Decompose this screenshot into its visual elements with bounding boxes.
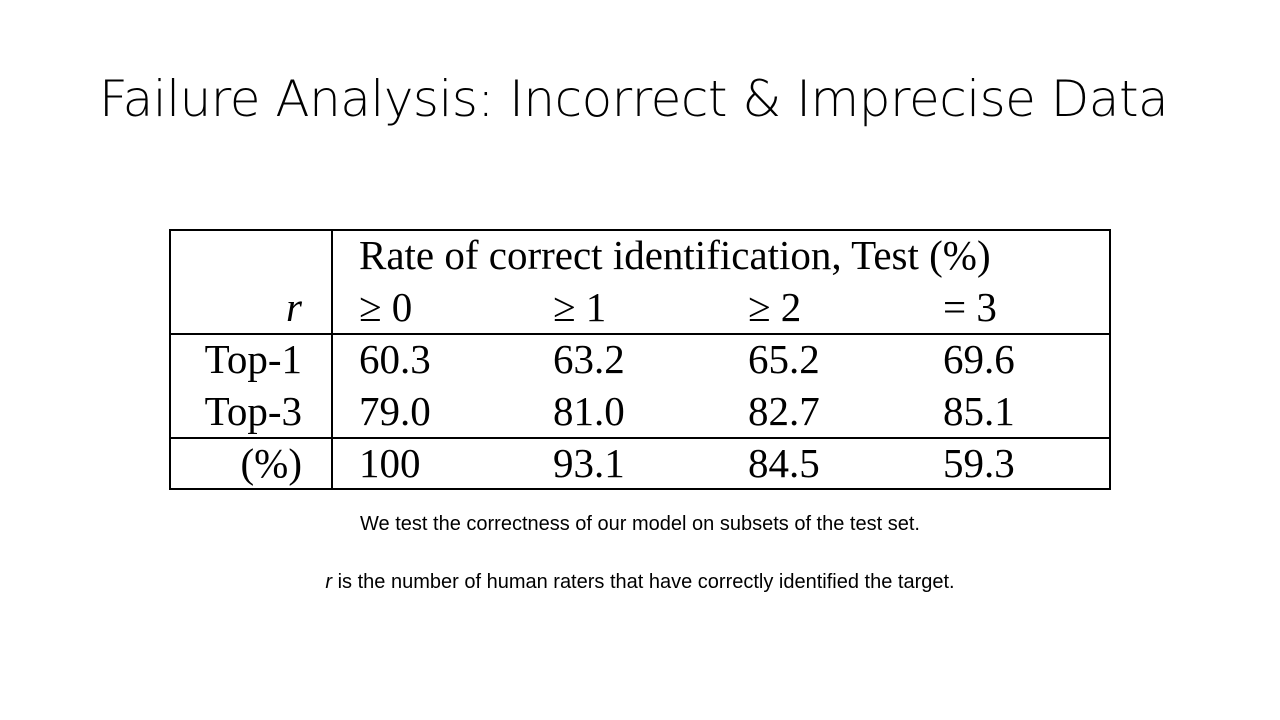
table-header-title: Rate of correct identification, Test (%) xyxy=(359,232,991,278)
table-cell: 59.3 xyxy=(943,440,1015,486)
table-header-rule xyxy=(171,333,1109,335)
table-cell: 65.2 xyxy=(748,336,820,382)
table-cell: 60.3 xyxy=(359,336,431,382)
table-vertical-rule xyxy=(331,231,333,488)
column-header-eq3: = 3 xyxy=(943,284,997,330)
table-cell: 100 xyxy=(359,440,421,486)
row-label-top1: Top-1 xyxy=(204,336,302,382)
table-cell: 93.1 xyxy=(553,440,625,486)
table-cell: 85.1 xyxy=(943,388,1015,434)
table-cell: 84.5 xyxy=(748,440,820,486)
column-header-ge2: ≥ 2 xyxy=(748,284,802,330)
caption-line-2-text: is the number of human raters that have … xyxy=(332,571,955,593)
caption-line-1: We test the correctness of our model on … xyxy=(360,513,920,535)
table-cell: 63.2 xyxy=(553,336,625,382)
table-summary-rule xyxy=(171,437,1109,439)
table-cell: 69.6 xyxy=(943,336,1015,382)
caption-variable-r: r xyxy=(325,571,333,593)
column-header-ge0: ≥ 0 xyxy=(359,284,413,330)
column-header-ge1: ≥ 1 xyxy=(553,284,607,330)
caption-line-2: r is the number of human raters that hav… xyxy=(0,571,1280,594)
row-label-top3: Top-3 xyxy=(204,388,302,434)
table-cell: 82.7 xyxy=(748,388,820,434)
r-label: r xyxy=(286,284,302,330)
table-cell: 81.0 xyxy=(553,388,625,434)
table-cell: 79.0 xyxy=(359,388,431,434)
results-table: Rate of correct identification, Test (%)… xyxy=(169,229,1111,490)
slide-title: Failure Analysis: Incorrect & Imprecise … xyxy=(99,70,1169,128)
row-label-percent: (%) xyxy=(240,440,302,486)
